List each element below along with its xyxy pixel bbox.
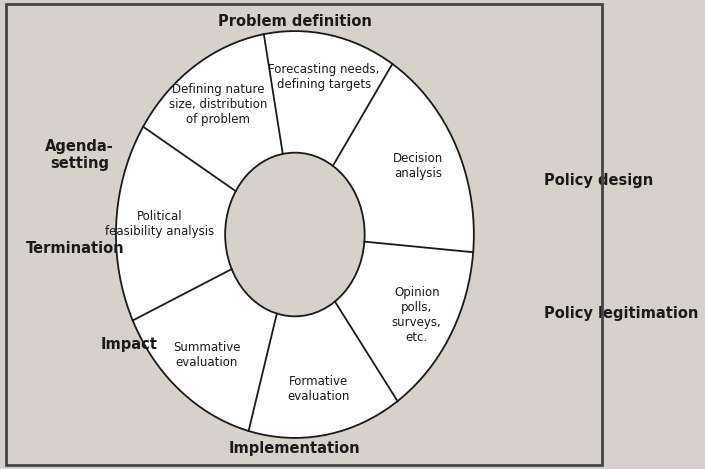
Ellipse shape	[225, 153, 364, 316]
Text: Termination: Termination	[26, 241, 125, 256]
Ellipse shape	[116, 31, 474, 438]
Text: Decision
analysis: Decision analysis	[393, 151, 443, 180]
Text: Formative
evaluation: Formative evaluation	[288, 375, 350, 403]
Text: Opinion
polls,
surveys,
etc.: Opinion polls, surveys, etc.	[392, 286, 441, 344]
Text: Agenda-
setting: Agenda- setting	[45, 139, 114, 171]
Text: Forecasting needs,
defining targets: Forecasting needs, defining targets	[269, 63, 380, 91]
Text: Implementation: Implementation	[229, 441, 361, 456]
Text: Defining nature
size, distribution
of problem: Defining nature size, distribution of pr…	[168, 83, 267, 126]
Text: Impact: Impact	[101, 337, 158, 352]
Text: Summative
evaluation: Summative evaluation	[173, 341, 240, 369]
Text: Political
feasibility analysis: Political feasibility analysis	[105, 210, 214, 238]
Text: Policy design: Policy design	[544, 173, 653, 188]
Text: Problem definition: Problem definition	[218, 14, 372, 29]
Text: Policy legitimation: Policy legitimation	[544, 307, 698, 321]
